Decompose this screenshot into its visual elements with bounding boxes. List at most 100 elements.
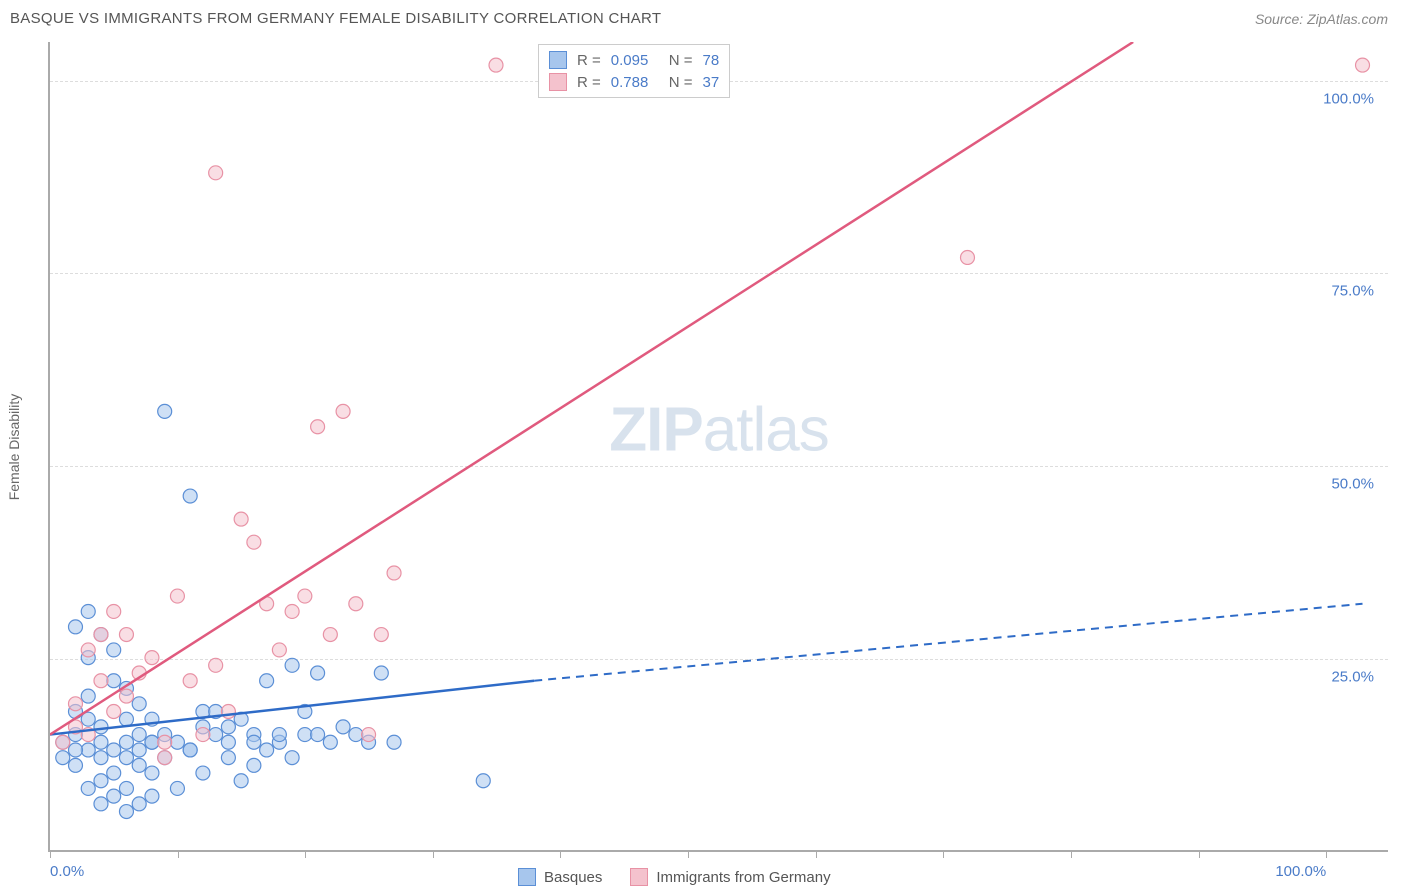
scatter-point — [107, 789, 121, 803]
legend-swatch — [549, 51, 567, 69]
regression-line — [50, 42, 1133, 735]
scatter-point — [183, 489, 197, 503]
x-tick-label: 100.0% — [1275, 863, 1326, 880]
legend-series-item: Basques — [518, 868, 602, 886]
scatter-point — [119, 628, 133, 642]
scatter-point — [285, 751, 299, 765]
scatter-point — [247, 758, 261, 772]
scatter-point — [94, 628, 108, 642]
scatter-point — [298, 589, 312, 603]
scatter-point — [311, 728, 325, 742]
scatter-point — [489, 58, 503, 72]
scatter-point — [119, 735, 133, 749]
scatter-point — [145, 789, 159, 803]
scatter-point — [68, 620, 82, 634]
scatter-point — [209, 166, 223, 180]
scatter-point — [170, 781, 184, 795]
scatter-point — [196, 766, 210, 780]
x-tick — [560, 850, 561, 858]
x-tick — [943, 850, 944, 858]
scatter-point — [221, 735, 235, 749]
scatter-point — [132, 743, 146, 757]
scatter-point — [323, 628, 337, 642]
legend-series-label: Immigrants from Germany — [656, 869, 830, 886]
correlation-legend: R =0.095N =78R =0.788N =37 — [538, 44, 730, 98]
chart-container: Female Disability ZIPatlas 25.0%50.0%75.… — [48, 42, 1388, 852]
y-axis-label: Female Disability — [6, 394, 22, 501]
scatter-point — [81, 689, 95, 703]
scatter-point — [221, 720, 235, 734]
scatter-point — [311, 666, 325, 680]
scatter-point — [158, 751, 172, 765]
scatter-point — [119, 805, 133, 819]
scatter-point — [145, 766, 159, 780]
scatter-point — [209, 658, 223, 672]
scatter-point — [336, 720, 350, 734]
scatter-point — [119, 712, 133, 726]
legend-series-label: Basques — [544, 869, 602, 886]
scatter-point — [132, 797, 146, 811]
scatter-point — [260, 743, 274, 757]
scatter-point — [158, 735, 172, 749]
x-tick-label: 0.0% — [50, 863, 84, 880]
scatter-point — [119, 751, 133, 765]
legend-stat-row: R =0.095N =78 — [549, 49, 719, 71]
chart-title: BASQUE VS IMMIGRANTS FROM GERMANY FEMALE… — [10, 10, 661, 27]
scatter-point — [81, 781, 95, 795]
x-tick — [1071, 850, 1072, 858]
scatter-point — [387, 735, 401, 749]
x-tick — [1199, 850, 1200, 858]
x-tick — [816, 850, 817, 858]
source-attribution: Source: ZipAtlas.com — [1255, 11, 1388, 27]
x-tick — [1326, 850, 1327, 858]
scatter-point — [119, 781, 133, 795]
scatter-point — [260, 674, 274, 688]
scatter-point — [94, 751, 108, 765]
scatter-point — [119, 689, 133, 703]
scatter-point — [107, 604, 121, 618]
scatter-point — [247, 735, 261, 749]
scatter-point — [145, 651, 159, 665]
scatter-point — [94, 797, 108, 811]
scatter-point — [1356, 58, 1370, 72]
x-tick — [433, 850, 434, 858]
scatter-point — [107, 743, 121, 757]
scatter-point — [374, 666, 388, 680]
scatter-point — [81, 743, 95, 757]
scatter-point — [234, 512, 248, 526]
scatter-point — [247, 535, 261, 549]
scatter-point — [476, 774, 490, 788]
series-legend: Basques Immigrants from Germany — [518, 868, 831, 886]
scatter-point — [170, 735, 184, 749]
scatter-point — [94, 674, 108, 688]
scatter-point — [362, 728, 376, 742]
legend-swatch — [630, 868, 648, 886]
scatter-point — [81, 643, 95, 657]
scatter-point — [374, 628, 388, 642]
scatter-point — [107, 705, 121, 719]
scatter-point — [323, 735, 337, 749]
scatter-point — [285, 658, 299, 672]
scatter-point — [94, 735, 108, 749]
x-tick — [178, 850, 179, 858]
scatter-point — [68, 758, 82, 772]
scatter-point — [132, 697, 146, 711]
plot-area: ZIPatlas 25.0%50.0%75.0%100.0%0.0%100.0% — [48, 42, 1388, 852]
scatter-point — [960, 250, 974, 264]
scatter-point — [298, 728, 312, 742]
scatter-point — [132, 758, 146, 772]
scatter-point — [209, 728, 223, 742]
scatter-point — [56, 751, 70, 765]
scatter-point — [94, 774, 108, 788]
scatter-point — [183, 674, 197, 688]
scatter-point — [56, 735, 70, 749]
legend-stat-row: R =0.788N =37 — [549, 71, 719, 93]
scatter-point — [158, 404, 172, 418]
x-tick — [50, 850, 51, 858]
scatter-point — [349, 728, 363, 742]
scatter-point — [107, 674, 121, 688]
scatter-point — [81, 604, 95, 618]
x-tick — [305, 850, 306, 858]
scatter-svg — [50, 42, 1388, 850]
scatter-point — [132, 728, 146, 742]
